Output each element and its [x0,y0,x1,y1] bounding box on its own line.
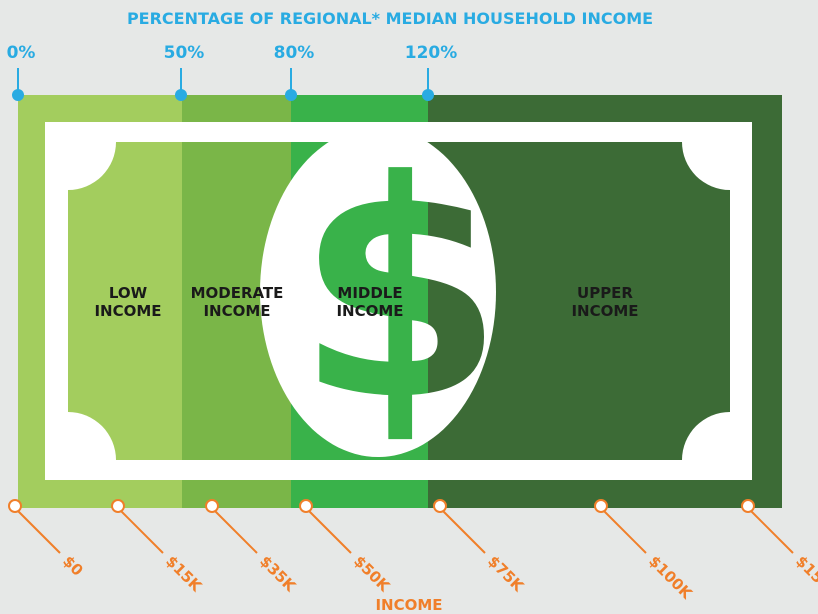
axis-title: INCOME [375,596,442,614]
percent-dot [175,89,187,101]
segment-label: INCOME [203,302,270,320]
percent-label: 120% [405,43,458,63]
income-dot [112,500,124,512]
segment-label: MIDDLE [337,284,402,302]
segment-label: INCOME [336,302,403,320]
income-dot [434,500,446,512]
income-dot [742,500,754,512]
segment-label: LOW [109,284,148,302]
income-dot [9,500,21,512]
segment-label: UPPER [577,284,633,302]
percent-dot [422,89,434,101]
percent-label: 50% [164,43,205,63]
title: PERCENTAGE OF REGIONAL* MEDIAN HOUSEHOLD… [127,9,653,28]
income-dot [595,500,607,512]
infographic: PERCENTAGE OF REGIONAL* MEDIAN HOUSEHOLD… [0,0,818,614]
segment-label: INCOME [94,302,161,320]
income-dot [300,500,312,512]
segment-label: MODERATE [191,284,284,302]
percent-dot [285,89,297,101]
percent-label: 80% [274,43,315,63]
percent-dot [12,89,24,101]
segment-label: INCOME [571,302,638,320]
income-dot [206,500,218,512]
percent-label: 0% [7,43,36,63]
